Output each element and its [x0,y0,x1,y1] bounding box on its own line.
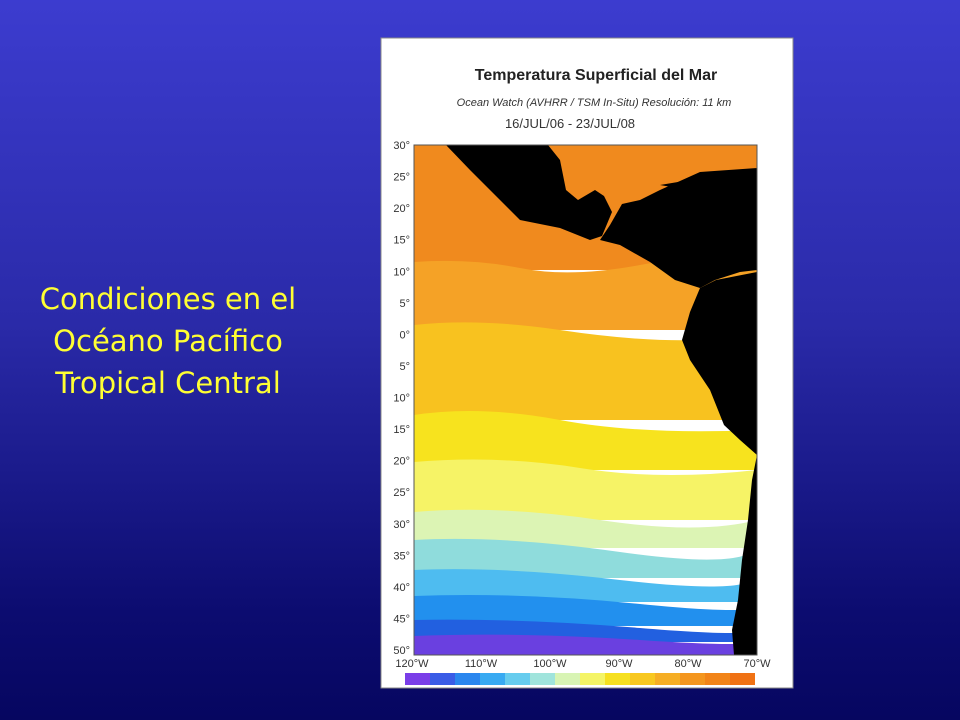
lat-label: 5° [399,298,410,310]
lat-label: 15° [393,424,410,436]
lat-label: 35° [393,550,410,562]
lat-label: 10° [393,266,410,278]
lat-label: 30° [393,140,410,152]
lat-label: 15° [393,235,410,247]
lat-label: 5° [399,361,410,373]
lon-label: 70°W [743,658,771,670]
lat-label: 0° [399,329,410,341]
lat-label: 50° [393,645,410,657]
lon-label: 100°W [533,658,567,670]
map-date: 16/JUL/06 - 23/JUL/08 [505,116,635,131]
lon-label: 90°W [605,658,633,670]
lat-label: 10° [393,393,410,405]
title-line: Océano Pacífico [53,324,283,358]
lon-label: 120°W [395,658,429,670]
title-line: Condiciones en el [39,282,297,316]
lat-label: 25° [393,487,410,499]
lat-label: 40° [393,582,410,594]
map-subtitle: Ocean Watch (AVHRR / TSM In-Situ) Resolu… [457,97,732,109]
color-bar [405,673,755,685]
lat-label: 20° [393,203,410,215]
slide-title: Condiciones en el Océano Pacífico Tropic… [10,278,326,404]
map-title: Temperatura Superficial del Mar [475,67,717,84]
lat-label: 30° [393,519,410,531]
lat-label: 25° [393,172,410,184]
lon-label: 80°W [674,658,702,670]
lat-label: 45° [393,613,410,625]
title-line: Tropical Central [55,366,281,400]
lon-label: 110°W [465,658,498,670]
lat-label: 20° [393,456,410,468]
map-frame [413,144,758,656]
land [446,145,757,655]
